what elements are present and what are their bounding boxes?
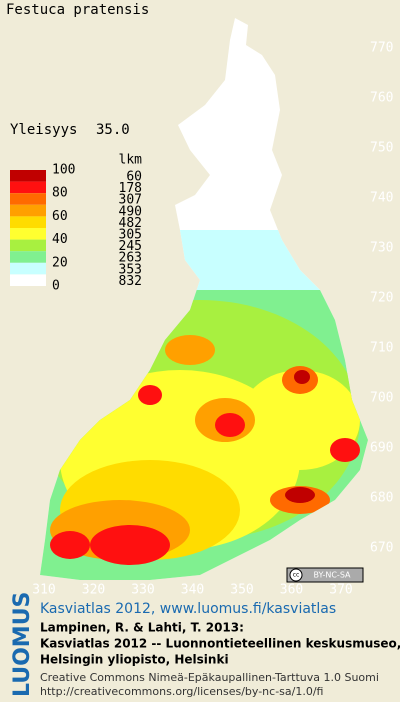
grid-labels: 770 760 750 740 730 720 710 700 690 680 670 310 320 3… [32, 41, 393, 598]
easting-label: 310 [32, 583, 55, 598]
legend-swatch [10, 228, 46, 240]
easting-label: 340 [181, 583, 204, 598]
legend-swatch [10, 181, 46, 194]
legend-scale-label: 100 [52, 163, 75, 178]
legend-count: 353 [119, 262, 142, 277]
count-header: lkm [119, 153, 143, 168]
legend-swatch [10, 274, 46, 286]
svg-text:cc: cc [293, 572, 300, 579]
legend-scale-label: 20 [52, 255, 68, 270]
northing-label: 720 [370, 291, 393, 306]
license-line: Creative Commons Nimeä-Epäkaupallinen-Ta… [40, 671, 379, 684]
license-badge: cc BY-NC-SA [286, 567, 364, 583]
footer-text: Lampinen, R. & Lahti, T. 2013: Kasviatlas… [40, 621, 400, 699]
legend-count: 490 [119, 204, 142, 219]
legend-swatch [10, 204, 46, 217]
northing-label: 740 [370, 191, 393, 206]
legend-count: 832 [119, 274, 142, 289]
northing-label: 710 [370, 341, 393, 356]
legend-count: 245 [119, 239, 142, 254]
frequency-label: Yleisyys [10, 122, 77, 138]
northing-label: 750 [370, 141, 393, 156]
easting-label: 360 [280, 583, 303, 598]
legend-swatch [10, 251, 46, 263]
legend-count: 307 [119, 193, 142, 208]
atlas-link[interactable]: Kasviatlas 2012, www.luomus.fi/kasviatla… [40, 601, 336, 617]
legend-scale-label: 40 [52, 232, 68, 247]
citation-line: Lampinen, R. & Lahti, T. 2013: [40, 621, 244, 635]
northing-label: 690 [370, 441, 393, 456]
northing-label: 730 [370, 241, 393, 256]
legend-swatch [10, 170, 46, 182]
legend-swatch [10, 216, 46, 228]
title: Festuca pratensis [6, 2, 149, 18]
legend-scale-label: 60 [52, 209, 68, 224]
northing-label: 670 [370, 541, 393, 556]
legend-count: 305 [119, 228, 142, 243]
northing-label: 680 [370, 491, 393, 506]
citation-line: Kasviatlas 2012 -- Luonnontieteellinen k… [40, 637, 400, 651]
frequency-value: 35.0 [96, 122, 130, 138]
legend-count: 263 [119, 251, 142, 266]
legend-scale-label: 0 [52, 279, 60, 294]
license-badge-text: BY-NC-SA [313, 571, 351, 580]
legend: 6017830749048230524526335383210080604020… [10, 163, 142, 294]
legend-swatch [10, 262, 46, 275]
legend-swatch [10, 193, 46, 205]
northing-label: 770 [370, 41, 393, 56]
citation-line: Helsingin yliopisto, Helsinki [40, 653, 229, 667]
northing-label: 760 [370, 91, 393, 106]
legend-count: 482 [119, 216, 142, 231]
easting-label: 370 [329, 583, 352, 598]
easting-label: 350 [230, 583, 253, 598]
logo: LUOMUS [10, 592, 35, 697]
easting-label: 320 [82, 583, 105, 598]
legend-swatch [10, 239, 46, 252]
license-line: http://creativecommons.org/licenses/by-n… [40, 685, 323, 698]
legend-scale-label: 80 [52, 186, 68, 201]
northing-label: 700 [370, 391, 393, 406]
legend-count: 178 [119, 181, 142, 196]
easting-label: 330 [131, 583, 154, 598]
legend-count: 60 [126, 170, 142, 185]
